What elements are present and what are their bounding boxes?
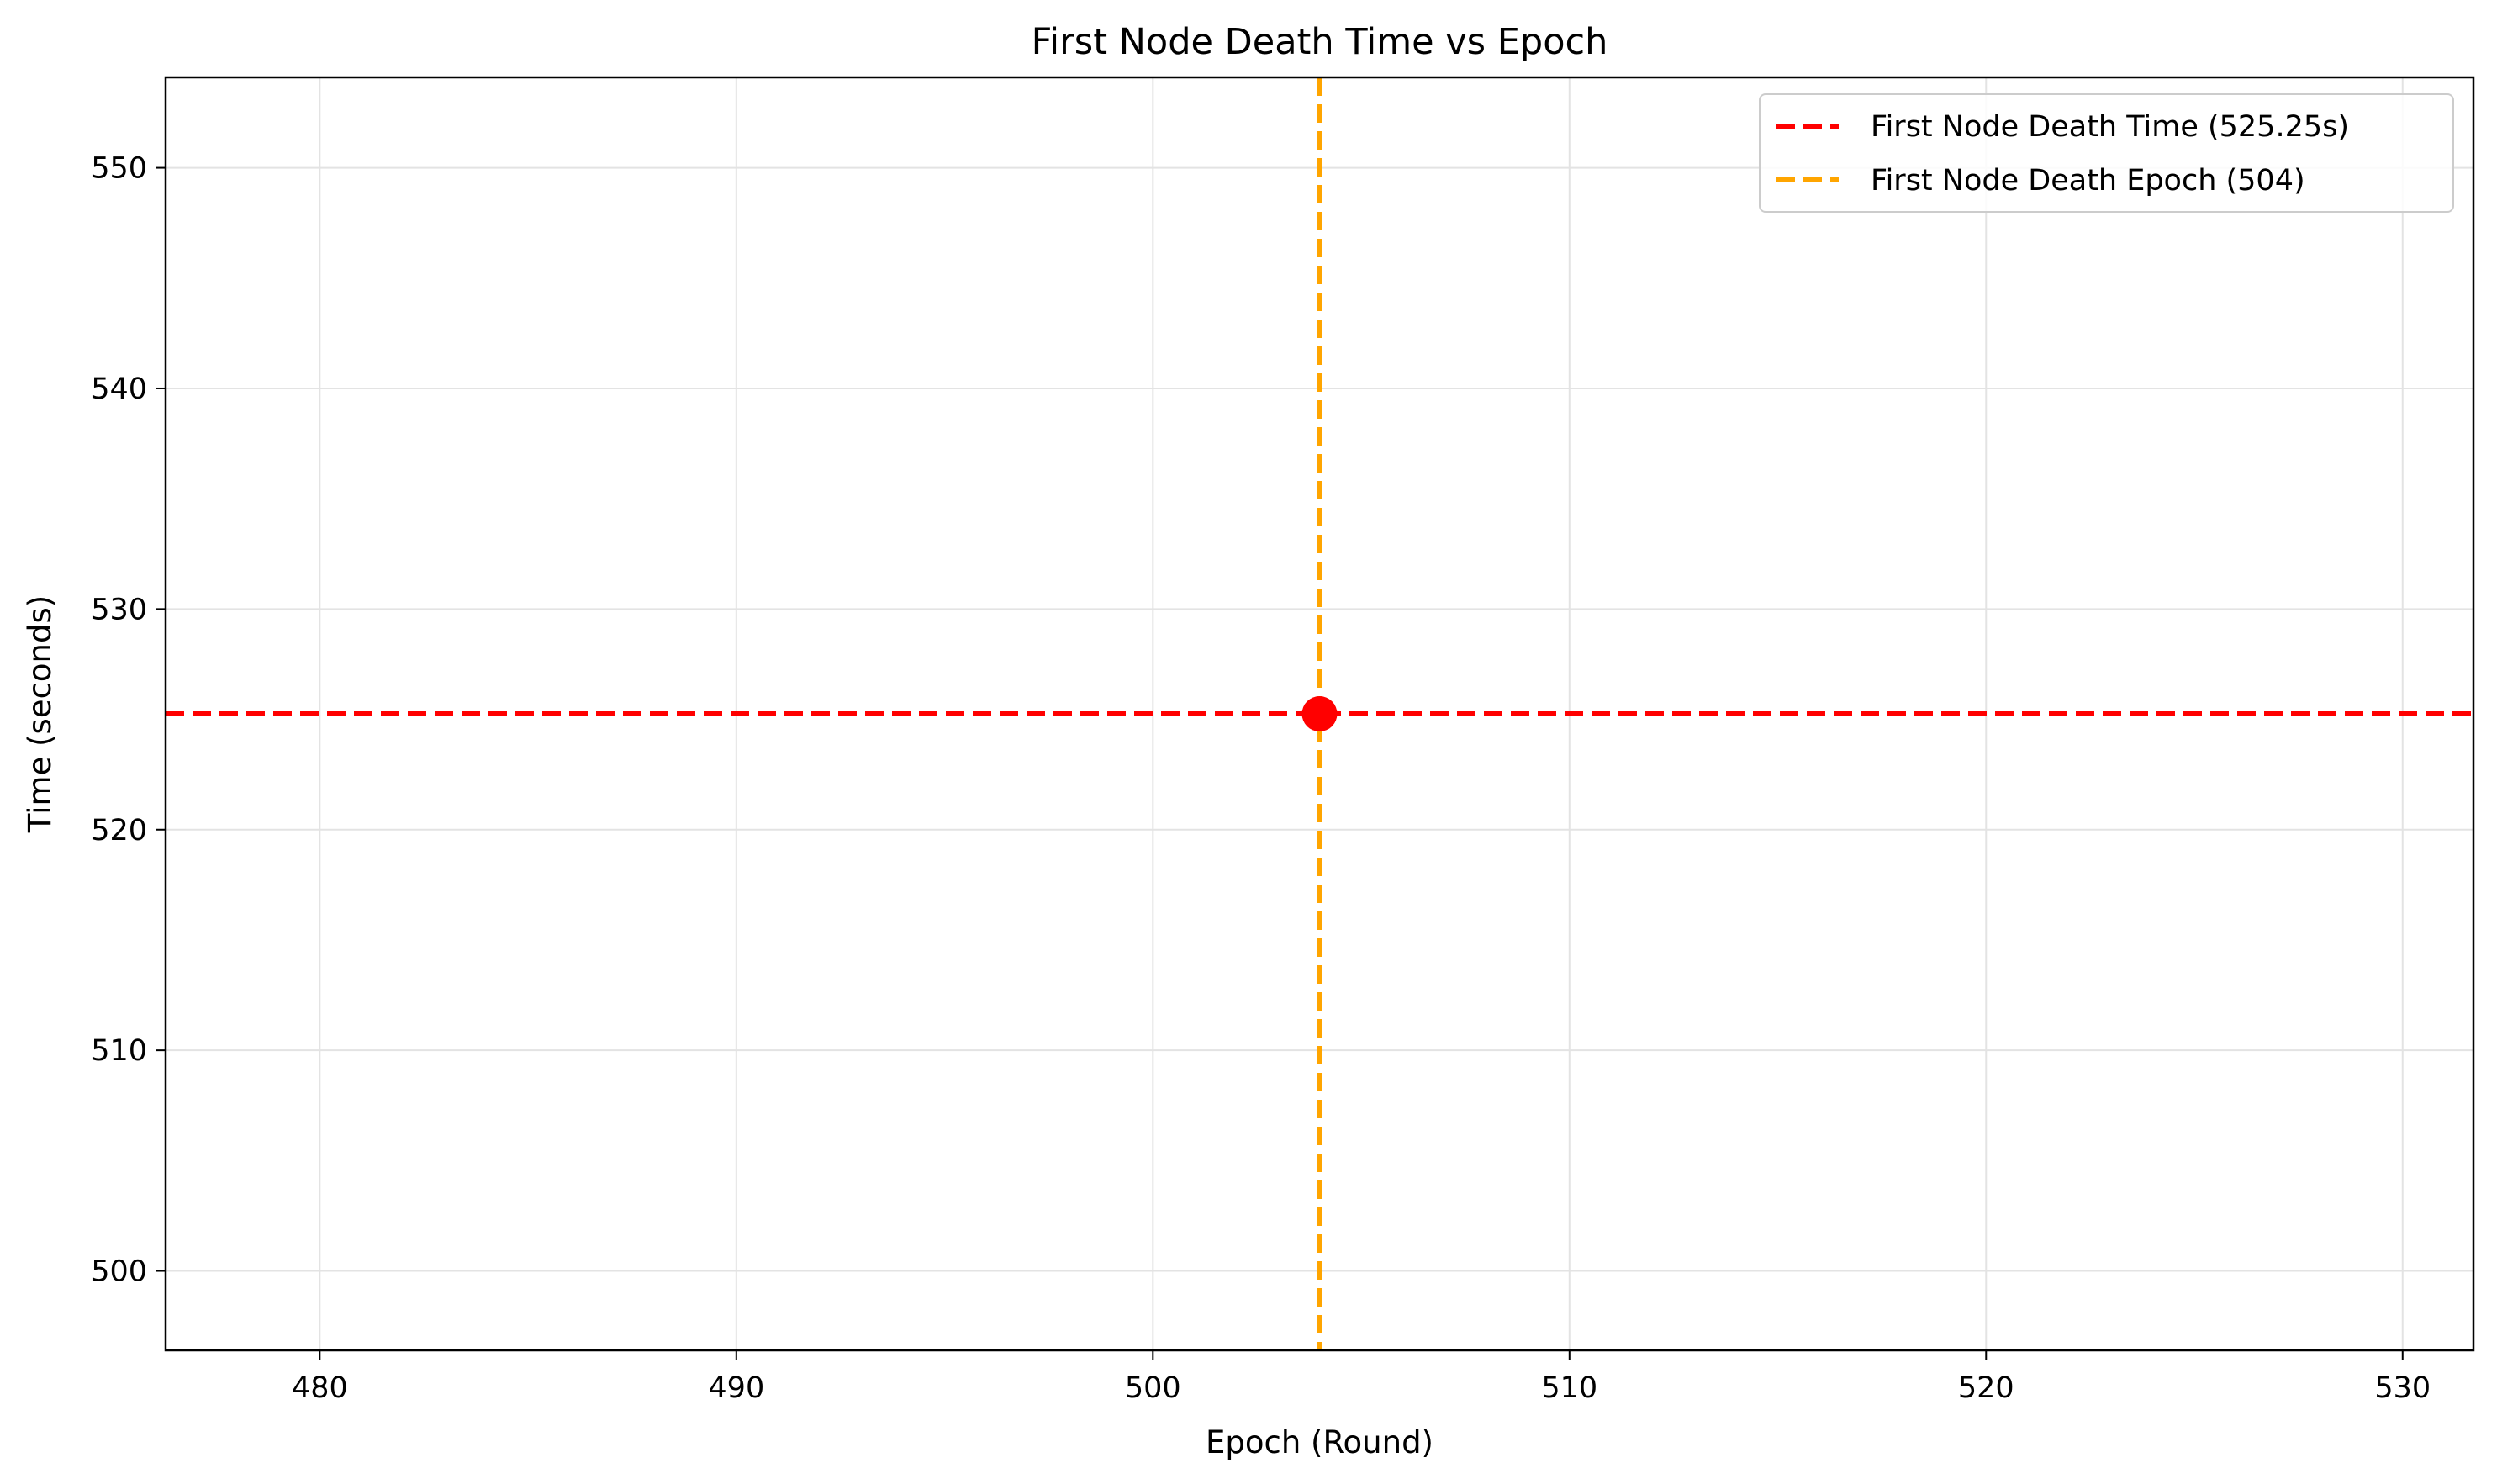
x-tick-label: 500 [1125, 1371, 1181, 1405]
legend-label: First Node Death Time (525.25s) [1871, 110, 2349, 144]
x-tick-label: 480 [292, 1371, 348, 1405]
x-tick-label: 520 [1958, 1371, 2014, 1405]
legend-box [1759, 93, 2454, 213]
plot-data [166, 77, 2473, 1350]
data-point [1301, 696, 1338, 731]
y-tick-label: 530 [91, 593, 147, 626]
chart-title: First Node Death Time vs Epoch [1032, 21, 1608, 63]
x-tick-label: 490 [708, 1371, 764, 1405]
legend: First Node Death Time (525.25s) First Nod… [1759, 93, 2454, 213]
y-tick-label: 550 [91, 152, 147, 186]
legend-label: First Node Death Epoch (504) [1871, 164, 2305, 198]
x-tick-label: 510 [1541, 1371, 1597, 1405]
x-tick-label: 530 [2374, 1371, 2431, 1405]
y-tick-label: 510 [91, 1034, 147, 1068]
y-tick-label: 500 [91, 1255, 147, 1289]
x-axis-label: Epoch (Round) [1206, 1424, 1433, 1460]
y-tick-label: 540 [91, 372, 147, 406]
axis-ticks: 480 490 500 510 520 530 500 510 520 530 540 550 [91, 152, 2431, 1405]
y-tick-label: 520 [91, 814, 147, 848]
plot-frame [164, 76, 2475, 1352]
y-axis-label: Time (seconds) [22, 595, 58, 833]
